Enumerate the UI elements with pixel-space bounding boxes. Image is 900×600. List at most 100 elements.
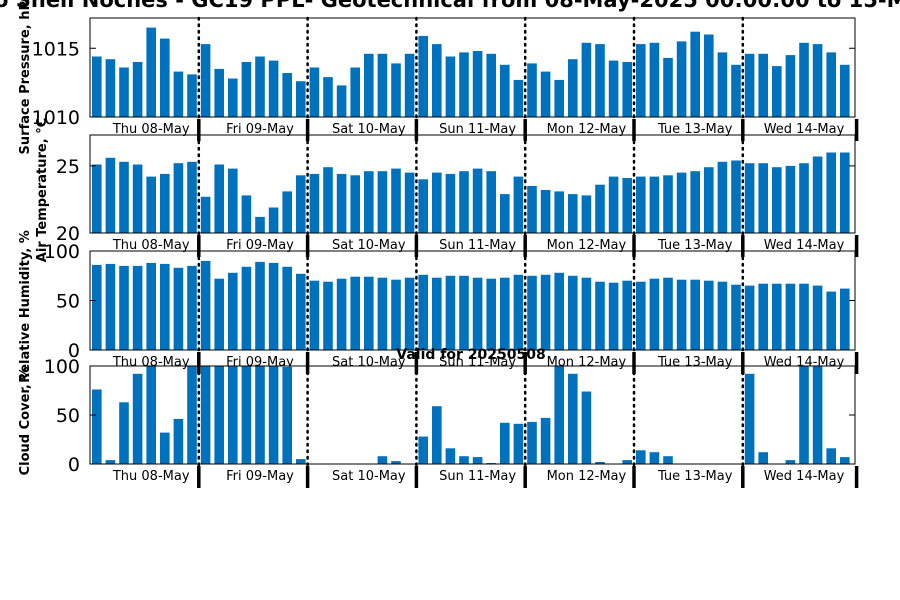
- bar: [513, 274, 524, 350]
- x-tick-label: Mon 12-May: [547, 122, 627, 137]
- bar: [105, 460, 116, 464]
- bar: [595, 184, 605, 233]
- bar: [840, 457, 850, 464]
- chart-panel-4: 0 50 100 Thu 08-May Fri 09-May Sat 10-May Sun …: [18, 356, 859, 488]
- chart-panels: 1010 1015 Thu 08-May Fri 09-May Sat 10-May Su…: [18, 0, 859, 488]
- bar: [649, 278, 660, 350]
- bar: [676, 279, 687, 350]
- bar: [459, 456, 469, 464]
- bar: [649, 176, 660, 233]
- bar: [323, 281, 333, 350]
- x-tick-label: Tue 13-May: [657, 122, 733, 137]
- bar: [160, 263, 170, 350]
- bar: [418, 35, 428, 117]
- bar: [568, 275, 578, 351]
- bar: [636, 281, 646, 350]
- bar: [92, 164, 102, 233]
- bar: [540, 71, 551, 117]
- bar: [228, 78, 238, 117]
- bar: [200, 196, 211, 233]
- chart-panel-3: 0 50 100 Thu 08-May Fri 09-May Sat 10-May Sun …: [18, 230, 859, 383]
- x-tick-label: Thu 08-May: [112, 469, 190, 484]
- bar: [296, 175, 306, 233]
- bar: [799, 42, 809, 117]
- bar: [744, 53, 755, 117]
- bar: [622, 62, 632, 117]
- bar: [717, 52, 728, 117]
- bar: [513, 176, 524, 233]
- x-tick-label: Mon 12-May: [547, 469, 627, 484]
- x-tick-label: Sun 11-May: [439, 122, 516, 137]
- bar: [717, 281, 728, 350]
- bar: [160, 173, 170, 233]
- bar: [391, 279, 401, 350]
- bar: [608, 282, 619, 350]
- bar: [581, 391, 592, 464]
- bar: [391, 168, 401, 233]
- bar: [432, 406, 442, 464]
- bar: [649, 452, 660, 464]
- bar: [404, 277, 415, 350]
- x-tick-label: Fri 09-May: [226, 469, 294, 484]
- bar: [336, 278, 347, 350]
- y-tick-label: 100: [44, 241, 80, 263]
- bar: [119, 402, 129, 464]
- x-tick-label: Wed 14-May: [764, 122, 845, 137]
- x-tick-label: Sat 10-May: [332, 238, 406, 253]
- bar: [404, 172, 415, 233]
- bar: [758, 163, 768, 233]
- bar: [119, 161, 129, 233]
- bar: [540, 274, 551, 350]
- y-tick-label: 1015: [32, 38, 80, 60]
- bar: [595, 462, 605, 464]
- bar: [296, 273, 306, 350]
- bar: [214, 164, 224, 233]
- bar: [622, 460, 632, 464]
- bar: [772, 66, 782, 117]
- bar: [418, 436, 428, 464]
- bar: [772, 167, 782, 233]
- bar: [581, 277, 592, 350]
- bar: [486, 171, 496, 233]
- bar: [513, 423, 524, 464]
- bar: [391, 63, 401, 117]
- bar: [704, 34, 714, 117]
- y-tick-label: 0: [68, 340, 80, 362]
- bar: [799, 366, 809, 464]
- bar: [418, 274, 428, 350]
- x-tick-label: Sat 10-May: [332, 122, 406, 137]
- bar: [799, 283, 809, 350]
- bar: [92, 264, 102, 350]
- bar: [377, 53, 388, 117]
- bar: [649, 42, 660, 117]
- x-tick-label: Fri 09-May: [226, 122, 294, 137]
- bar: [255, 366, 265, 464]
- x-tick-label: Tue 13-May: [657, 469, 733, 484]
- bar: [772, 283, 782, 350]
- y-tick-label: 50: [56, 405, 80, 427]
- bar: [785, 55, 796, 117]
- bar: [282, 191, 292, 233]
- bar: [268, 207, 279, 233]
- bar: [758, 283, 768, 350]
- bar: [132, 265, 143, 350]
- y-tick-label: 50: [56, 291, 80, 313]
- bar: [255, 56, 265, 117]
- bar: [214, 366, 224, 464]
- y-tick-label: 0: [68, 454, 80, 476]
- bar: [391, 461, 401, 464]
- bar: [554, 191, 564, 233]
- x-tick-label: Wed 14-May: [764, 238, 845, 253]
- x-tick-label: Sun 11-May: [439, 469, 516, 484]
- bar: [309, 280, 320, 350]
- y-tick-label: 25: [56, 156, 80, 178]
- bar: [146, 262, 156, 350]
- bar: [92, 56, 102, 117]
- bar: [826, 448, 836, 464]
- bar: [608, 60, 619, 117]
- bar: [690, 171, 700, 233]
- bar: [731, 160, 741, 233]
- bar: [581, 195, 592, 233]
- bar: [472, 168, 483, 233]
- bar: [826, 291, 836, 350]
